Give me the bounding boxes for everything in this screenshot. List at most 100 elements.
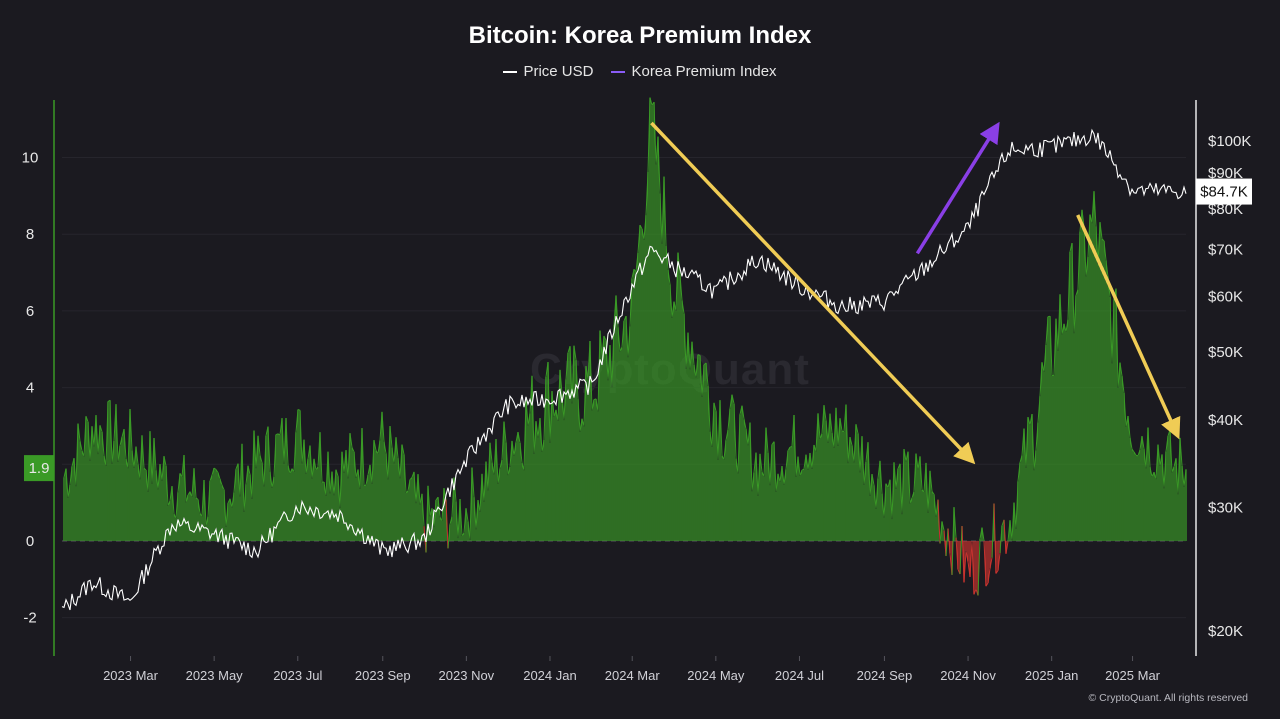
premium-segment <box>301 439 305 464</box>
premium-segment <box>153 437 157 471</box>
premium-segment <box>821 405 825 434</box>
premium-segment <box>1179 437 1183 466</box>
premium-segment <box>713 402 717 412</box>
premium-segment <box>501 421 505 460</box>
premium-segment <box>371 440 375 484</box>
premium-segment <box>155 470 159 490</box>
premium-segment <box>289 468 293 474</box>
premium-segment <box>859 436 863 473</box>
premium-segment <box>139 435 143 480</box>
left-tick-label: 6 <box>26 303 34 320</box>
premium-segment <box>1073 295 1077 334</box>
premium-segment <box>847 437 851 464</box>
premium-segment <box>597 330 601 412</box>
premium-segment <box>639 224 643 230</box>
x-tick-label: 2025 Jan <box>1025 668 1079 683</box>
premium-segment <box>449 516 453 525</box>
premium-segment <box>941 521 945 531</box>
premium-segment <box>1093 191 1097 227</box>
premium-segment <box>659 193 663 244</box>
premium-segment <box>893 462 897 489</box>
premium-segment <box>855 424 859 434</box>
premium-segment <box>879 460 883 494</box>
premium-segment <box>451 477 455 517</box>
premium-segment <box>799 470 803 476</box>
x-tick-label: 2024 Nov <box>940 668 996 683</box>
premium-segment <box>401 444 405 455</box>
premium-segment <box>427 485 431 517</box>
premium-segment <box>123 429 127 460</box>
premium-segment <box>645 171 649 216</box>
premium-segment <box>895 468 899 489</box>
x-tick-label: 2023 May <box>186 668 244 683</box>
premium-segment <box>539 418 543 453</box>
premium-segment <box>861 436 865 486</box>
annotation-arrow <box>915 121 1000 255</box>
premium-segment <box>699 355 703 397</box>
premium-segment <box>743 419 747 430</box>
premium-segment <box>225 503 229 528</box>
premium-segment <box>625 316 629 358</box>
left-tick-label: 4 <box>26 380 34 397</box>
premium-segment <box>269 471 273 488</box>
premium-segment <box>533 421 537 455</box>
premium-segment <box>89 426 93 462</box>
legend-item-price[interactable]: Price USD <box>503 63 593 80</box>
premium-segment <box>751 472 755 492</box>
premium-segment <box>211 467 215 476</box>
premium-segment <box>343 450 347 473</box>
premium-segment <box>551 391 555 417</box>
premium-segment <box>383 441 387 454</box>
premium-segment <box>907 451 911 504</box>
premium-segment <box>745 429 749 446</box>
premium-segment <box>1123 393 1127 427</box>
premium-segment <box>245 465 249 485</box>
premium-segment <box>387 426 391 480</box>
premium-segment <box>1067 251 1071 320</box>
right-tick-label: $30K <box>1208 500 1243 517</box>
premium-segment <box>505 442 509 476</box>
premium-segment <box>549 391 553 443</box>
premium-segment <box>1101 238 1105 242</box>
premium-segment <box>331 471 335 496</box>
premium-segment <box>1155 444 1159 480</box>
premium-segment <box>497 468 501 484</box>
premium-segment <box>803 454 807 470</box>
premium-segment <box>679 274 683 301</box>
premium-segment <box>483 461 487 503</box>
legend-item-premium[interactable]: Korea Premium Index <box>611 63 777 80</box>
premium-segment <box>899 463 903 515</box>
premium-segment <box>739 405 743 415</box>
premium-segment <box>989 557 993 569</box>
premium-segment <box>1015 481 1019 529</box>
premium-segment <box>839 418 843 432</box>
premium-segment <box>1083 226 1087 277</box>
premium-segment <box>1025 417 1029 468</box>
premium-segment <box>1131 448 1135 453</box>
premium-segment <box>869 474 873 496</box>
premium-segment <box>809 452 813 469</box>
premium-segment <box>1121 376 1125 394</box>
premium-segment <box>1139 436 1143 450</box>
premium-segment <box>349 433 353 448</box>
premium-segment <box>303 439 307 475</box>
x-tick-label: 2024 Jan <box>523 668 577 683</box>
premium-segment <box>599 330 603 358</box>
premium-segment <box>275 433 279 436</box>
premium-segment <box>241 443 245 512</box>
premium-segment <box>1075 289 1079 296</box>
premium-segment <box>857 433 861 473</box>
premium-segment <box>943 530 947 557</box>
premium-segment <box>663 176 667 246</box>
premium-segment <box>603 335 607 341</box>
premium-segment <box>523 398 527 471</box>
premium-segment <box>1145 427 1149 469</box>
x-tick-label: 2023 Sep <box>355 668 411 683</box>
premium-segment <box>697 354 701 356</box>
premium-segment <box>749 422 753 492</box>
premium-segment <box>1019 455 1023 463</box>
premium-segment <box>733 403 737 459</box>
premium-segment <box>113 404 117 441</box>
premium-segment <box>229 498 233 508</box>
premium-segment <box>99 425 103 432</box>
